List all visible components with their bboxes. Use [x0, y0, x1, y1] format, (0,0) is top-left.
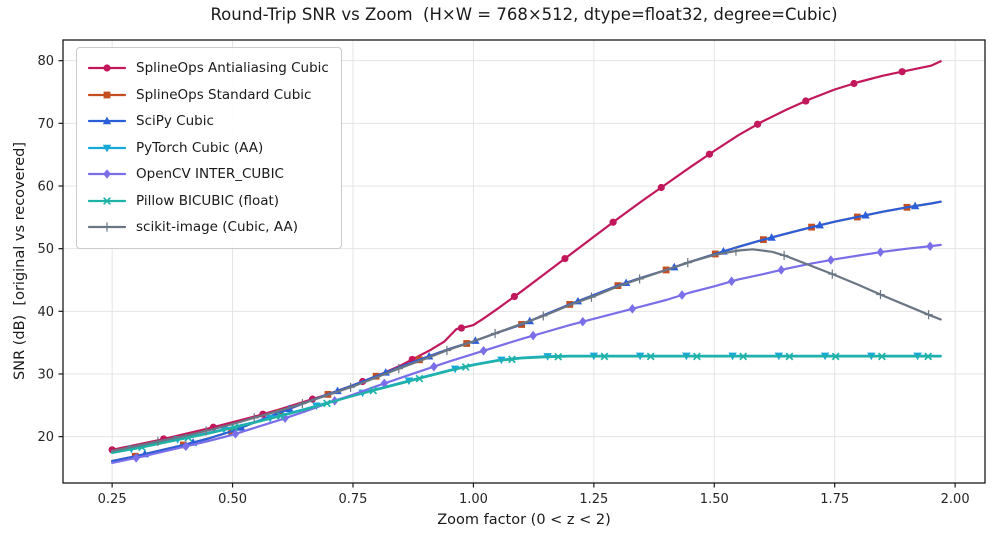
legend-swatch-2: [87, 91, 127, 99]
series-markers-scikit-image-cubic-aa: [153, 246, 933, 447]
y-axis-label: SNR (dB) [original vs recovered]: [12, 142, 28, 380]
x-marker-icon: [103, 196, 111, 205]
series-markers-opencv-inter-cubic: [132, 241, 934, 463]
legend-item-4: PyTorch Cubic (AA): [87, 135, 329, 162]
legend-label-6: Pillow BICUBIC (float): [136, 192, 280, 209]
y-tick-label: 60: [37, 179, 54, 194]
x-tick-label: 2.00: [941, 492, 970, 507]
legend-label-1: SplineOps Antialiasing Cubic: [136, 60, 329, 77]
axes-box: [62, 39, 986, 484]
y-tick-label: 20: [37, 430, 54, 445]
triangle-down-marker-icon: [102, 144, 112, 153]
series-scikit-image-cubic-aa: [111, 246, 942, 453]
x-tick-label: 0.25: [98, 492, 127, 507]
diamond-marker-icon: [103, 169, 111, 180]
y-tick-label: 30: [37, 367, 54, 382]
x-tick-label: 1.25: [579, 492, 608, 507]
legend-label-5: OpenCV INTER_CUBIC: [136, 166, 284, 183]
x-tick-label: 1.50: [700, 492, 729, 507]
chart-title: Round-Trip SNR vs Zoom (H×W = 768×512, d…: [210, 5, 838, 24]
square-marker-icon: [103, 91, 111, 99]
series-pillow-bicubic-float: [111, 352, 942, 454]
series-markers-pillow-bicubic-float: [138, 352, 933, 452]
triangle-up-marker-icon: [102, 116, 112, 125]
legend-label-3: SciPy Cubic: [136, 113, 214, 130]
legend-item-7: scikit-image (Cubic, AA): [87, 214, 329, 241]
series-opencv-inter-cubic: [111, 241, 942, 464]
x-axis-label: Zoom factor (0 < z < 2): [437, 512, 611, 528]
x-tick-label: 1.00: [459, 492, 488, 507]
legend-label-7: scikit-image (Cubic, AA): [136, 219, 298, 236]
legend-item-5: OpenCV INTER_CUBIC: [87, 161, 329, 188]
y-tick-label: 70: [37, 117, 54, 132]
legend-swatch-4: [87, 144, 127, 153]
x-tick-label: 1.75: [820, 492, 849, 507]
series-line-pytorch-cubic-aa: [111, 354, 942, 454]
legend-item-2: SplineOps Standard Cubic: [87, 82, 329, 109]
y-axis-ticks: 20 30 40 50 60 70 80: [37, 54, 63, 445]
series-line-scikit-image-cubic-aa: [111, 248, 942, 453]
legend-swatch-6: [87, 196, 127, 205]
circle-marker-icon: [103, 64, 111, 72]
legend-label-4: PyTorch Cubic (AA): [136, 139, 264, 156]
series-line-splineops-antialiasing-cubic: [111, 60, 942, 451]
plus-marker-icon: [102, 222, 112, 232]
legend: SplineOps Antialiasing Cubic SplineOps St…: [76, 47, 342, 249]
series-markers-pytorch-cubic-aa: [127, 352, 922, 454]
legend-swatch-5: [87, 169, 127, 180]
legend-swatch-7: [87, 222, 127, 232]
y-tick-label: 50: [37, 242, 54, 257]
x-tick-label: 0.75: [339, 492, 368, 507]
legend-swatch-3: [87, 116, 127, 125]
series-line-pillow-bicubic-float: [111, 355, 942, 454]
y-tick-label: 40: [37, 305, 54, 320]
legend-item-3: SciPy Cubic: [87, 108, 329, 135]
x-axis-ticks: 0.25 0.50 0.75 1.00 1.25 1.50 1.75 2.00: [98, 483, 970, 507]
legend-label-2: SplineOps Standard Cubic: [136, 86, 312, 103]
legend-item-6: Pillow BICUBIC (float): [87, 188, 329, 215]
legend-item-1: SplineOps Antialiasing Cubic: [87, 55, 329, 82]
legend-swatch-1: [87, 64, 127, 72]
y-tick-label: 80: [37, 54, 54, 69]
series-pytorch-cubic-aa: [111, 352, 942, 454]
x-tick-label: 0.50: [218, 492, 247, 507]
